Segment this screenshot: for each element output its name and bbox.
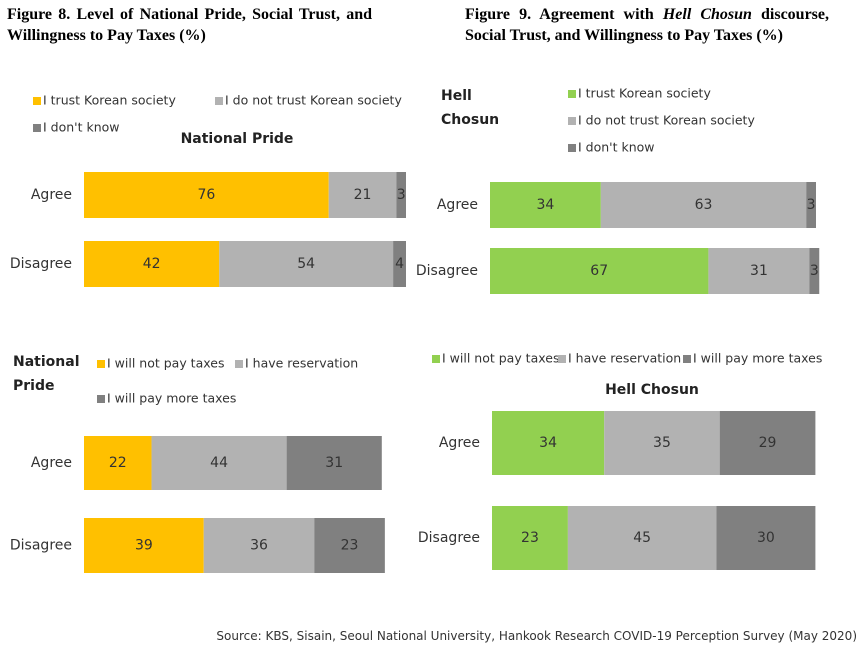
value-label: 29 xyxy=(759,435,777,451)
value-label: 36 xyxy=(250,538,268,554)
legend-label: I have reservation xyxy=(245,356,358,371)
chart-title: National Pride xyxy=(181,131,294,147)
bar-segment xyxy=(151,436,287,490)
figure-title: Figure 9. Agreement with Hell Chosun dis… xyxy=(465,4,829,46)
bar-segment xyxy=(314,518,385,573)
bar-segment xyxy=(286,436,382,490)
legend-swatch xyxy=(568,117,576,125)
value-label: 3 xyxy=(807,197,816,213)
bar-segment xyxy=(492,411,605,475)
value-label: 42 xyxy=(143,256,161,272)
category-label: Agree xyxy=(437,197,478,213)
legend-swatch xyxy=(568,144,576,152)
value-label: 23 xyxy=(521,530,539,546)
legend-label: I will pay more taxes xyxy=(107,391,236,406)
bar-segment xyxy=(84,436,152,490)
legend-label: I have reservation xyxy=(568,351,681,366)
value-label: 31 xyxy=(750,263,768,279)
legend-label: I don't know xyxy=(43,120,120,135)
value-label: 67 xyxy=(590,263,608,279)
value-label: 34 xyxy=(537,197,555,213)
bar-segment xyxy=(84,172,329,218)
bar-segment xyxy=(219,241,394,287)
legend-swatch xyxy=(33,124,41,132)
legend-label: I will not pay taxes xyxy=(107,356,224,371)
value-label: 4 xyxy=(395,256,404,272)
legend-swatch xyxy=(215,97,223,105)
value-label: 63 xyxy=(695,197,713,213)
value-label: 45 xyxy=(633,530,651,546)
bar-segment xyxy=(490,182,601,228)
bar-segment xyxy=(600,182,807,228)
bar-segment xyxy=(708,248,810,294)
legend-swatch xyxy=(97,360,105,368)
bar-segment xyxy=(719,411,816,475)
bar-segment xyxy=(809,248,820,294)
category-label: Disagree xyxy=(418,530,480,546)
value-label: 54 xyxy=(297,256,315,272)
value-label: 39 xyxy=(135,538,153,554)
bar-segment xyxy=(567,506,717,570)
bar-segment xyxy=(716,506,816,570)
legend-label: I will not pay taxes xyxy=(442,351,559,366)
value-label: 35 xyxy=(653,435,671,451)
bar-segment xyxy=(328,172,397,218)
value-label: 3 xyxy=(810,263,819,279)
legend-label: I do not trust Korean society xyxy=(578,113,755,128)
legend-label: I trust Korean society xyxy=(578,86,711,101)
category-label: Agree xyxy=(31,187,72,203)
row-label: National Pride xyxy=(13,354,80,394)
bar-segment xyxy=(393,241,406,287)
value-label: 31 xyxy=(325,455,343,471)
legend-swatch xyxy=(97,395,105,403)
value-label: 34 xyxy=(539,435,557,451)
legend-swatch xyxy=(558,355,566,363)
title-part: discourse, Social Trust, and Willingness… xyxy=(465,6,829,44)
legend-label: I do not trust Korean society xyxy=(225,93,402,108)
legend-label: I will pay more taxes xyxy=(693,351,822,366)
legend-swatch xyxy=(33,97,41,105)
bar-segment xyxy=(84,241,220,287)
value-label: 30 xyxy=(757,530,775,546)
legend-swatch xyxy=(235,360,243,368)
row-label: Hell Chosun xyxy=(441,88,500,128)
legend-label: I don't know xyxy=(578,140,655,155)
source: Source: KBS, Sisain, Seoul National Univ… xyxy=(216,629,857,643)
legend-swatch xyxy=(432,355,440,363)
category-label: Agree xyxy=(439,435,480,451)
title-part: Figure 9. Agreement with xyxy=(465,6,663,23)
bar-segment xyxy=(806,182,816,228)
category-label: Disagree xyxy=(416,263,478,279)
legend-swatch xyxy=(568,90,576,98)
title-part: Hell Chosun xyxy=(662,6,752,23)
figure-title: Figure 8. Level of National Pride, Socia… xyxy=(7,6,372,44)
bar-segment xyxy=(84,518,204,573)
bar-segment xyxy=(396,172,406,218)
bar-segment xyxy=(492,506,568,570)
category-label: Disagree xyxy=(10,256,72,272)
value-label: 22 xyxy=(109,455,127,471)
legend-swatch xyxy=(683,355,691,363)
bar-segment xyxy=(490,248,709,294)
value-label: 44 xyxy=(210,455,228,471)
value-label: 23 xyxy=(341,538,359,554)
bar-segment xyxy=(604,411,720,475)
legend-label: I trust Korean society xyxy=(43,93,176,108)
value-label: 76 xyxy=(197,187,215,203)
category-label: Disagree xyxy=(10,538,72,554)
value-label: 21 xyxy=(354,187,372,203)
value-label: 3 xyxy=(397,187,406,203)
category-label: Agree xyxy=(31,455,72,471)
chart-title: Hell Chosun xyxy=(605,382,699,398)
bar-segment xyxy=(203,518,315,573)
